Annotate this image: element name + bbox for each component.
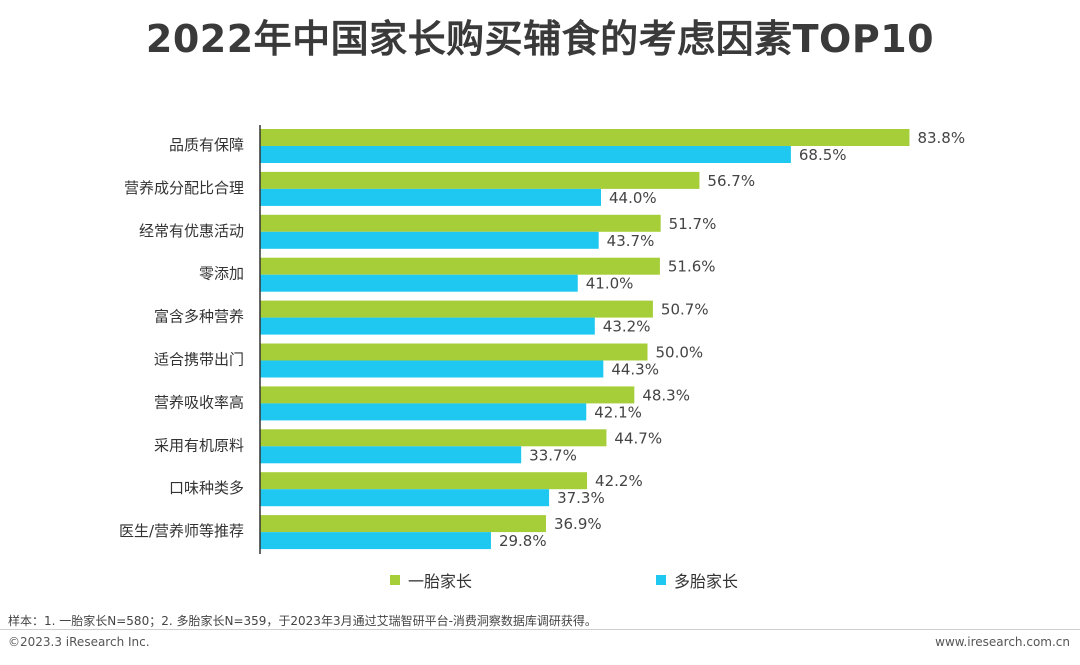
data-label-series-2: 41.0% <box>586 275 634 293</box>
data-label-series-2: 33.7% <box>529 446 577 464</box>
bar-series-2 <box>260 317 595 335</box>
bar-series-2 <box>260 489 550 507</box>
data-label-series-1: 51.7% <box>669 215 717 233</box>
legend-item-series-1: 一胎家长 <box>390 568 472 592</box>
category-label: 适合携带出门 <box>154 351 244 369</box>
data-label-series-2: 43.2% <box>603 318 651 336</box>
bar-series-1 <box>260 386 635 404</box>
footer-divider <box>0 629 1080 630</box>
bar-series-2 <box>260 146 791 163</box>
legend-swatch-series-1 <box>390 575 400 585</box>
bar-series-1 <box>260 300 653 318</box>
chart-title: 2022年中国家长购买辅食的考虑因素TOP10 <box>145 17 935 61</box>
data-label-series-2: 43.7% <box>607 232 655 250</box>
data-label-series-2: 44.3% <box>611 361 659 379</box>
bar-series-2 <box>260 360 604 378</box>
data-label-series-1: 56.7% <box>707 172 755 190</box>
sample-note: 样本：1. 一胎家长N=580；2. 多胎家长N=359，于2023年3月通过艾… <box>8 614 597 628</box>
bar-series-2 <box>260 188 601 206</box>
bar-series-1 <box>260 515 546 533</box>
bar-series-1 <box>260 171 700 189</box>
bar-series-1 <box>260 472 588 490</box>
bar-series-1 <box>260 129 910 146</box>
data-label-series-2: 68.5% <box>799 146 847 164</box>
category-label: 零添加 <box>199 265 244 283</box>
category-label: 富含多种营养 <box>154 308 244 326</box>
data-label-series-1: 50.0% <box>656 344 704 362</box>
category-label: 采用有机原料 <box>154 436 244 454</box>
legend-label-series-2: 多胎家长 <box>674 572 739 591</box>
bar-series-2 <box>260 446 522 464</box>
data-label-series-1: 51.6% <box>668 258 716 276</box>
category-label: 经常有优惠活动 <box>139 222 244 240</box>
legend-item-series-2: 多胎家长 <box>656 568 738 592</box>
legend-label-series-1: 一胎家长 <box>408 572 473 591</box>
bar-series-2 <box>260 403 587 421</box>
category-label: 营养成分配比合理 <box>124 179 244 197</box>
bar-series-1 <box>260 257 660 275</box>
bar-series-1 <box>260 343 648 361</box>
bar-series-2 <box>260 231 599 249</box>
data-label-series-1: 44.7% <box>614 429 662 447</box>
data-label-series-2: 42.1% <box>594 403 642 421</box>
bar-series-2 <box>260 274 578 292</box>
website-link[interactable]: www.iresearch.com.cn <box>935 635 1070 649</box>
data-label-series-1: 42.2% <box>595 472 643 490</box>
data-label-series-1: 50.7% <box>661 301 709 319</box>
bar-series-1 <box>260 429 607 447</box>
data-label-series-1: 83.8% <box>917 129 965 147</box>
data-label-series-2: 29.8% <box>499 532 547 550</box>
bar-chart: 品质有保障 83.8% 68.5% 营养成分配比合理 56.7% 44.0% 经常有优惠活动… <box>119 125 965 554</box>
category-label: 口味种类多 <box>169 479 244 497</box>
bar-series-1 <box>260 214 661 232</box>
category-label: 品质有保障 <box>169 136 244 154</box>
chart-legend: 一胎家长 多胎家长 <box>0 568 1080 592</box>
data-label-series-2: 44.0% <box>609 189 657 207</box>
copyright: ©2023.3 iResearch Inc. <box>8 635 150 649</box>
category-label: 医生/营养师等推荐 <box>119 522 244 540</box>
bar-series-2 <box>260 532 491 550</box>
data-label-series-2: 37.3% <box>557 489 605 507</box>
data-label-series-1: 48.3% <box>642 386 690 404</box>
data-label-series-1: 36.9% <box>554 515 602 533</box>
category-label: 营养吸收率高 <box>154 393 244 411</box>
legend-swatch-series-2 <box>656 575 666 585</box>
